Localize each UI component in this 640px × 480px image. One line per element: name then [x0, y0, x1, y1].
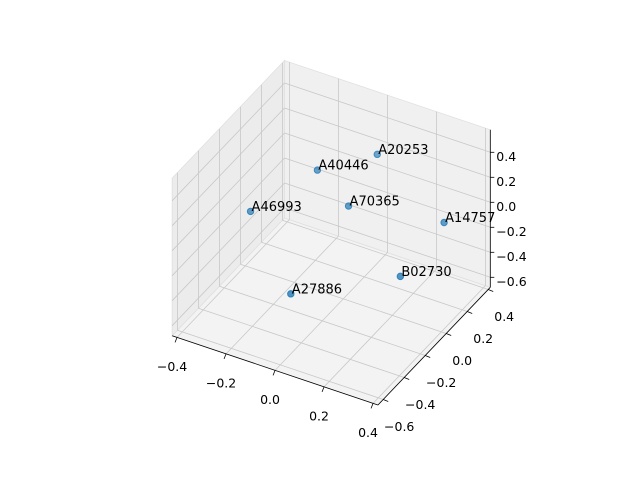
grid-line	[284, 107, 491, 178]
x-tick-label: −0.2	[206, 375, 236, 390]
x-tick-label: 0.4	[358, 425, 378, 440]
tick-mark	[467, 311, 473, 314]
point-label: A40446	[318, 159, 368, 174]
y-tick-label: −0.4	[405, 397, 435, 412]
grid-line	[171, 82, 285, 201]
point	[440, 218, 448, 227]
grid-line	[171, 157, 285, 276]
z-tick-label: −0.4	[496, 249, 526, 264]
point-label: A70365	[350, 195, 400, 210]
grid-line	[176, 219, 290, 338]
point-label: B02730	[401, 265, 451, 280]
point	[396, 272, 405, 281]
grid-line	[284, 82, 491, 153]
tick-mark	[321, 386, 325, 392]
grid-line	[284, 132, 491, 203]
tick-mark	[370, 403, 374, 409]
y-tick-label: −0.2	[426, 375, 456, 390]
z-tick-label: 0.2	[496, 174, 516, 189]
point	[344, 202, 353, 210]
tick-mark	[272, 370, 276, 376]
grid-line	[225, 235, 339, 355]
tick-mark	[174, 337, 178, 343]
point-label: A46993	[252, 200, 302, 215]
y-tick-label: 0.2	[473, 331, 493, 346]
tick-mark	[404, 377, 410, 380]
grid-line	[219, 285, 426, 356]
z-tick-label: 0.0	[496, 199, 516, 214]
z-tick-label: −0.6	[496, 274, 526, 289]
point	[246, 207, 255, 216]
z-tick-label: −0.2	[496, 224, 526, 239]
z-tick-label: 0.4	[496, 149, 516, 164]
point	[373, 150, 381, 159]
x-tick-label: 0.0	[260, 392, 280, 407]
point-label: A27886	[292, 282, 342, 297]
grid-line	[284, 207, 491, 278]
tick-mark	[383, 399, 389, 402]
point	[313, 166, 322, 174]
y-tick-label: 0.4	[494, 309, 514, 324]
grid-line	[323, 268, 437, 388]
point-label: A14757	[445, 211, 495, 226]
grid-line	[372, 285, 486, 404]
x-tick-label: −0.4	[157, 359, 187, 374]
grid-line	[261, 241, 468, 312]
tick-mark	[446, 333, 452, 336]
x-axis-line	[172, 335, 379, 406]
tick-mark	[425, 355, 431, 358]
point	[287, 290, 295, 298]
grid-line	[171, 207, 285, 326]
grid-line	[171, 107, 285, 226]
grid-line	[274, 252, 388, 371]
grid-line	[198, 307, 405, 378]
point-label: A20253	[378, 143, 428, 158]
grid-line	[171, 182, 285, 301]
grid-line	[171, 132, 285, 251]
y-tick-label: 0.0	[452, 353, 472, 368]
tick-mark	[488, 289, 494, 292]
grid-line	[240, 263, 447, 334]
tick-mark	[223, 353, 227, 359]
grid-line	[177, 329, 384, 400]
y-tick-label: −0.6	[384, 419, 414, 434]
grid-line	[282, 219, 489, 290]
y-axis-line	[377, 287, 491, 406]
grid-line	[284, 182, 491, 253]
x-tick-label: 0.2	[309, 408, 329, 423]
